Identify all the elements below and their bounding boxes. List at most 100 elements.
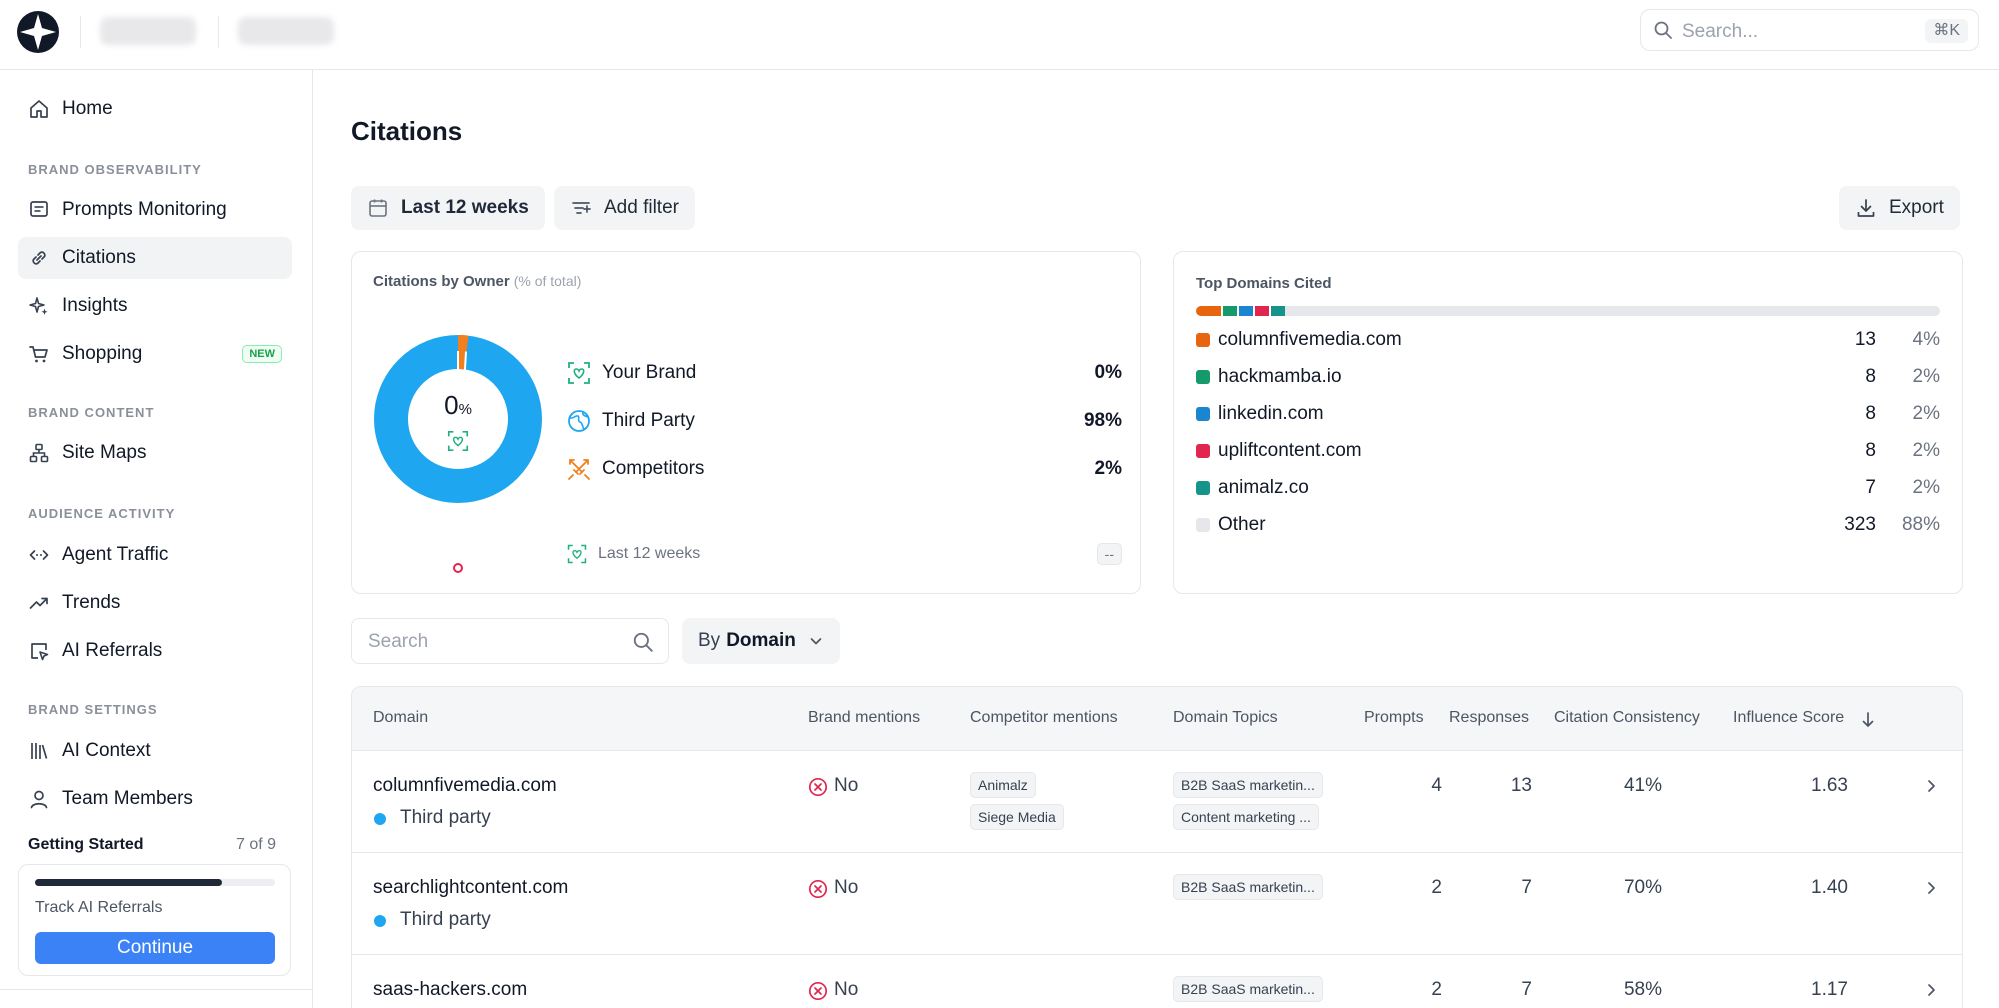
domain-count: 8 <box>1865 403 1876 424</box>
export-label: Export <box>1889 197 1944 218</box>
home-icon <box>30 100 48 118</box>
row-prompts: 4 <box>1431 775 1442 796</box>
domain-count: 8 <box>1865 366 1876 387</box>
message-square-icon <box>30 201 48 217</box>
table-search-input[interactable]: Search <box>351 618 669 664</box>
x-circle-icon <box>808 777 828 797</box>
sort-desc-icon[interactable] <box>1860 711 1876 729</box>
owner-pct: 0% <box>1094 362 1122 383</box>
sidebar-item-citations[interactable]: Citations <box>18 237 292 279</box>
search-shortcut: ⌘K <box>1925 19 1968 43</box>
app-logo[interactable] <box>16 10 60 54</box>
sidebar-item-label: Shopping <box>62 343 143 364</box>
workspace-switcher[interactable] <box>100 17 196 45</box>
heart-frame-icon <box>567 544 587 564</box>
sidebar-item-insights[interactable]: Insights <box>18 285 292 327</box>
domain-name: columnfivemedia.com <box>1218 329 1402 350</box>
brand-switcher[interactable] <box>238 17 334 45</box>
x-circle-icon <box>808 879 828 899</box>
user-icon <box>30 790 48 809</box>
column-header-prompts[interactable]: Prompts <box>1364 709 1424 726</box>
owner-card-footer: Last 12 weeks -- <box>566 537 1122 571</box>
sparkles-icon <box>29 297 48 315</box>
sidebar-item-team-members[interactable]: Team Members <box>18 778 292 820</box>
domain-name: animalz.co <box>1218 477 1309 498</box>
column-header-influence-score[interactable]: Influence Score <box>1733 709 1845 726</box>
column-header-responses[interactable]: Responses <box>1449 709 1530 726</box>
column-header-domain-topics[interactable]: Domain Topics <box>1173 709 1278 726</box>
getting-started-count: 7 of 9 <box>236 836 277 853</box>
row-domain[interactable]: saas-hackers.com <box>373 979 528 1000</box>
add-filter-label: Add filter <box>604 197 679 218</box>
export-button[interactable]: Export <box>1839 186 1960 230</box>
search-icon <box>1654 21 1672 39</box>
sidebar-item-agent-traffic[interactable]: Agent Traffic <box>18 534 292 576</box>
page-title: Citations <box>351 116 463 146</box>
row-prompts: 2 <box>1431 877 1442 898</box>
date-range-button[interactable]: Last 12 weeks <box>351 186 545 230</box>
domain-row[interactable]: linkedin.com 8 2% <box>1196 399 1940 429</box>
library-icon <box>31 743 48 759</box>
domain-row[interactable]: columnfivemedia.com 13 4% <box>1196 325 1940 355</box>
sidebar-item-label: Citations <box>62 247 136 268</box>
sidebar-item-site-maps[interactable]: Site Maps <box>18 432 292 474</box>
column-header-brand-mentions[interactable]: Brand mentions <box>808 709 921 726</box>
cursor-square-icon <box>31 643 49 661</box>
row-brand-mention: No <box>834 877 859 898</box>
domain-pct: 2% <box>1912 366 1940 387</box>
table-row[interactable]: saas-hackers.com No B2B SaaS marketin...… <box>352 955 1962 1008</box>
domain-swatch <box>1196 370 1210 384</box>
row-brand-mention: No <box>834 775 859 796</box>
domain-name: upliftcontent.com <box>1218 440 1362 461</box>
domain-row[interactable]: animalz.co 7 2% <box>1196 473 1940 503</box>
global-search[interactable]: Search... ⌘K <box>1640 9 1979 51</box>
table-header: Domain Brand mentions Competitor mention… <box>352 687 1962 751</box>
row-responses: 13 <box>1510 775 1532 796</box>
sidebar-item-prompts-monitoring[interactable]: Prompts Monitoring <box>18 189 292 231</box>
citations-by-owner-card: Citations by Owner (% of total) 0% Your B… <box>351 251 1141 594</box>
row-consistency: 58% <box>1623 979 1662 1000</box>
sidebar-item-ai-referrals[interactable]: AI Referrals <box>18 630 292 672</box>
carousel-dot[interactable] <box>453 563 463 573</box>
sidebar-item-ai-context[interactable]: AI Context <box>18 730 292 772</box>
row-domain[interactable]: columnfivemedia.com <box>373 775 557 796</box>
sidebar-item-trends[interactable]: Trends <box>18 582 292 624</box>
group-by-value: Domain <box>726 630 796 651</box>
top-bar: Search... ⌘K <box>0 0 1999 70</box>
citations-table: Domain Brand mentions Competitor mention… <box>351 686 1963 1008</box>
column-header-competitor-mentions[interactable]: Competitor mentions <box>970 709 1118 726</box>
getting-started-task: Track AI Referrals <box>35 899 163 916</box>
sidebar-item-shopping[interactable]: Shopping NEW <box>18 333 292 375</box>
donut-center-value: 0% <box>408 390 508 421</box>
domain-row[interactable]: upliftcontent.com 8 2% <box>1196 436 1940 466</box>
domain-pct: 2% <box>1912 440 1940 461</box>
domain-pct: 4% <box>1912 329 1940 350</box>
group-by-dropdown[interactable]: By Domain <box>682 618 840 664</box>
table-row[interactable]: searchlightcontent.com Third party No B2… <box>352 853 1962 955</box>
sidebar-divider <box>0 989 313 990</box>
add-filter-button[interactable]: Add filter <box>554 186 695 230</box>
donut-center-number: 0 <box>444 390 459 420</box>
row-consistency: 41% <box>1623 775 1662 796</box>
owner-name: Your Brand <box>602 362 697 383</box>
column-header-citation-consistency[interactable]: Citation Consistency <box>1554 709 1700 726</box>
domain-row[interactable]: hackmamba.io 8 2% <box>1196 362 1940 392</box>
domain-row: Other 323 88% <box>1196 510 1940 540</box>
chevron-right-icon[interactable] <box>1924 777 1938 795</box>
domain-swatch <box>1196 444 1210 458</box>
chevron-right-icon[interactable] <box>1924 981 1938 999</box>
column-header-domain[interactable]: Domain <box>373 709 429 726</box>
domain-pct: 2% <box>1912 477 1940 498</box>
sidebar-item-home[interactable]: Home <box>18 88 292 130</box>
section-label-brand-observability: BRAND OBSERVABILITY <box>28 162 202 177</box>
domain-pct: 88% <box>1901 514 1940 535</box>
search-placeholder: Search... <box>1682 21 1759 42</box>
bar-segment-linkedin <box>1239 306 1255 316</box>
owner-card-title-text: Citations by Owner <box>373 273 510 290</box>
table-row[interactable]: columnfivemedia.com Third party No Anima… <box>352 751 1962 853</box>
donut-center-unit: % <box>458 401 472 418</box>
row-domain[interactable]: searchlightcontent.com <box>373 877 569 898</box>
continue-button[interactable]: Continue <box>35 932 275 964</box>
owner-pct: 98% <box>1083 410 1122 431</box>
chevron-right-icon[interactable] <box>1924 879 1938 897</box>
